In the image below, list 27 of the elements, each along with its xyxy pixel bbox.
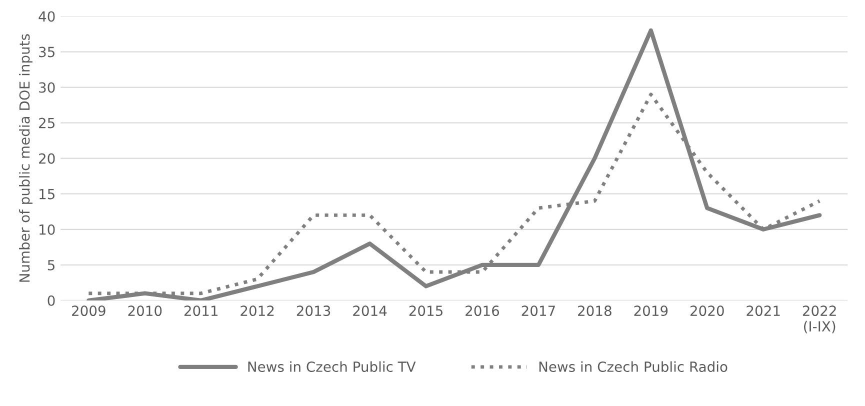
x-tick-label: 2014 bbox=[353, 306, 387, 316]
x-tick-label: 2016 bbox=[466, 306, 500, 316]
y-tick-label: 40 bbox=[38, 11, 55, 22]
y-tick-label: 10 bbox=[40, 224, 55, 235]
x-tick-label: 2010 bbox=[128, 306, 162, 316]
y-tick-label: 25 bbox=[39, 118, 54, 128]
x-tick-label: 2013 bbox=[296, 306, 330, 316]
x-tick-label: 2015 bbox=[409, 306, 442, 316]
x-tick-label: 2012 bbox=[240, 306, 274, 316]
line-series bbox=[86, 28, 822, 300]
y-tick-label: 30 bbox=[39, 82, 55, 93]
x-tick-label: 2021 bbox=[746, 306, 780, 316]
y-tick-label: 35 bbox=[39, 46, 54, 58]
x-tick-label: 2020 bbox=[690, 306, 724, 316]
x-tick-label: 2009 bbox=[72, 306, 106, 316]
x-tick-label: 2011 bbox=[184, 306, 218, 316]
legend-label: News in Czech Public TV bbox=[248, 361, 416, 372]
x-tick-label: 2019 bbox=[634, 306, 668, 316]
x-tick-label: 2022 (I-IX) bbox=[802, 306, 836, 334]
y-tick-label: 5 bbox=[48, 260, 54, 270]
y-axis-title: Number of public media DOE inputs bbox=[19, 34, 32, 282]
y-tick-label: 20 bbox=[39, 153, 55, 164]
y-tick-label: 15 bbox=[40, 189, 54, 200]
y-tick-label: 0 bbox=[48, 295, 55, 306]
legend-label: News in Czech Public Radio bbox=[539, 361, 728, 372]
x-tick-label: 2018 bbox=[578, 306, 612, 316]
x-tick-label: 2017 bbox=[522, 306, 555, 316]
